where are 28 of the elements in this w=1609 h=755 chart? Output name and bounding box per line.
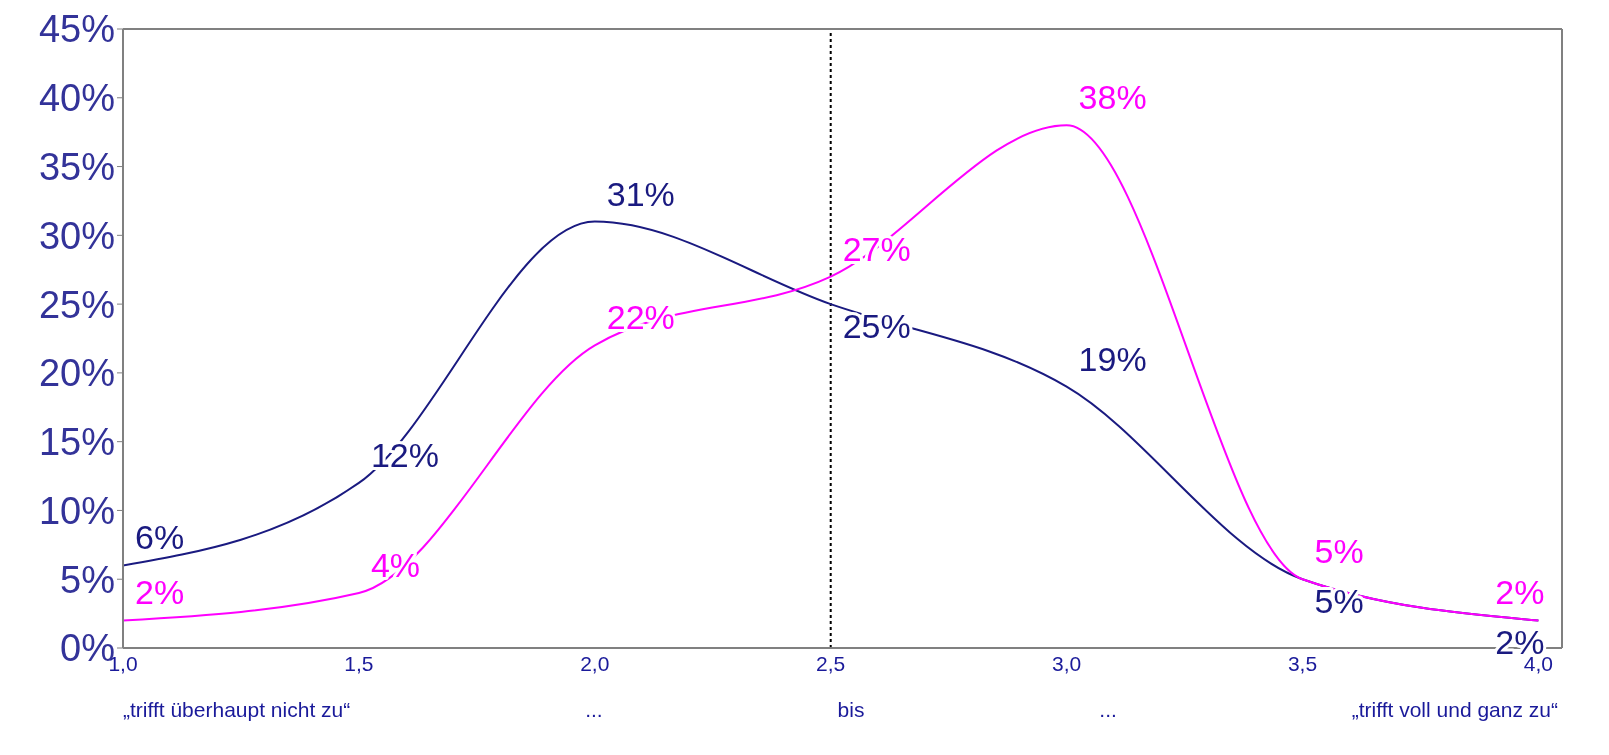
- data-label: 5%: [1314, 532, 1364, 571]
- text: bis: [837, 698, 865, 722]
- data-label: 6%: [135, 518, 185, 557]
- text: ...: [1099, 698, 1117, 722]
- y-tick-label: 30%: [38, 214, 115, 257]
- y-tick-label: 45%: [38, 8, 115, 51]
- y-tick-label: 20%: [38, 352, 115, 395]
- data-label: 19%: [1078, 339, 1147, 378]
- y-tick-label: 5%: [60, 558, 115, 601]
- data-label: 2%: [1495, 573, 1545, 612]
- y-tick-label: 25%: [38, 283, 115, 326]
- data-label: 25%: [842, 307, 911, 346]
- data-label: 5%: [1314, 582, 1364, 621]
- text: „trifft voll und ganz zu“: [1351, 698, 1558, 722]
- y-tick-label: 40%: [38, 77, 115, 120]
- x-tick-label: 2,0: [580, 651, 610, 675]
- y-tick-label: 10%: [38, 489, 115, 532]
- data-label: 31%: [606, 174, 675, 213]
- y-tick-label: 35%: [38, 146, 115, 189]
- x-tick-label: 2,5: [816, 651, 846, 675]
- y-tick-label: 15%: [38, 421, 115, 464]
- x-tick-label: 3,5: [1287, 651, 1318, 675]
- x-tick-label: 3,0: [1052, 651, 1082, 675]
- data-label: 38%: [1078, 78, 1147, 117]
- x-tick-label: 1,5: [344, 651, 374, 675]
- data-label: 2%: [135, 573, 185, 612]
- text: ...: [585, 698, 603, 722]
- text: „trifft überhaupt nicht zu“: [123, 698, 351, 722]
